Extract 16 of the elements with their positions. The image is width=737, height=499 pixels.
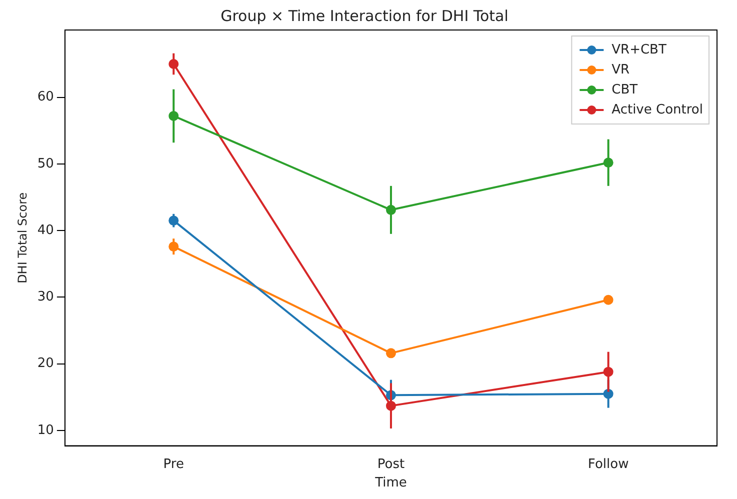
x-tick-label: Pre [163,456,184,472]
legend-label: VR [612,62,630,78]
x-axis-title: Time [374,476,407,491]
y-tick-label: 10 [37,422,54,438]
legend-label: Active Control [612,102,704,118]
legend-label: CBT [612,82,638,98]
y-tick-label: 50 [37,156,54,172]
y-tick-label: 40 [37,222,54,238]
x-tick-label: Post [377,456,405,472]
x-tick-label: Follow [588,456,630,472]
chart-title: Group × Time Interaction for DHI Total [220,6,508,25]
y-tick-label: 30 [37,290,54,305]
y-tick-label: 60 [37,90,54,105]
legend-label: VR+CBT [612,42,666,58]
y-tick-label: 20 [37,356,54,372]
y-axis-title: DHI Total Score [15,192,30,284]
